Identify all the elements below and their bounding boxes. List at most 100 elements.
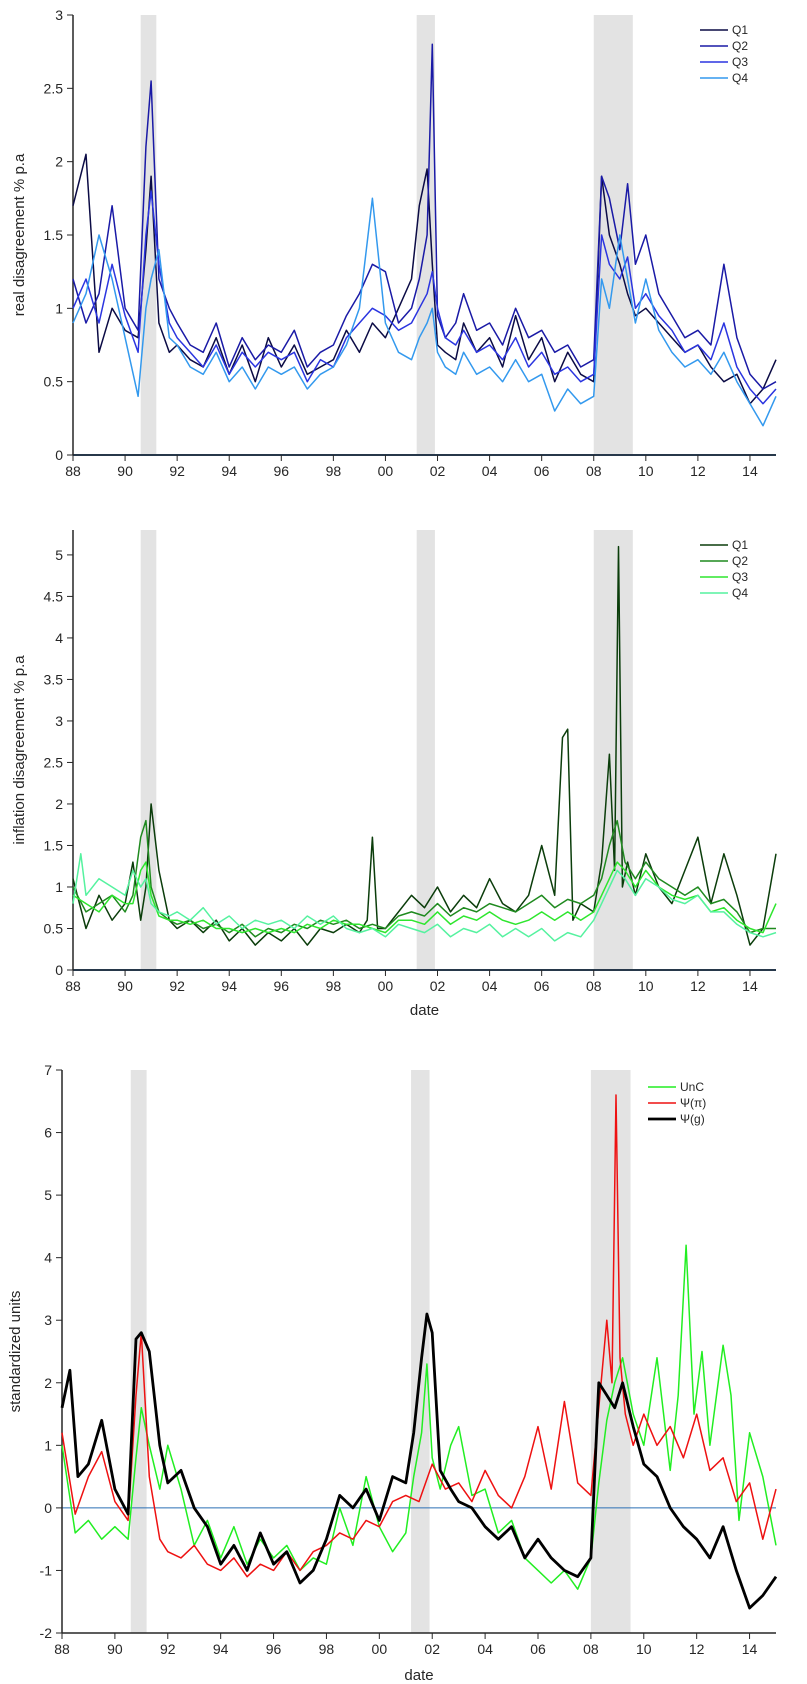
y-tick-label: 3 xyxy=(55,713,63,729)
series-line-4 xyxy=(72,853,777,942)
x-tick-label: 92 xyxy=(169,978,185,994)
recession-band xyxy=(140,530,157,970)
y-axis-label: standardized units xyxy=(7,1291,24,1413)
x-tick-label: 94 xyxy=(213,1641,229,1657)
y-tick-label: 4.5 xyxy=(44,588,64,604)
y-axis-label: inflation disagreement % p.a xyxy=(11,655,28,845)
y-tick-label: -1 xyxy=(40,1562,53,1578)
x-tick-label: 02 xyxy=(430,978,446,994)
x-tick-label: 08 xyxy=(583,1641,599,1657)
legend-label: UnC xyxy=(680,1080,704,1094)
x-tick-label: 96 xyxy=(266,1641,282,1657)
y-tick-label: -2 xyxy=(40,1625,53,1641)
y-tick-label: 3 xyxy=(55,7,63,23)
y-tick-label: 0 xyxy=(44,1500,52,1516)
legend-label: Ψ(g) xyxy=(680,1112,705,1126)
x-tick-label: 12 xyxy=(690,978,706,994)
recession-band xyxy=(411,1070,430,1633)
y-axis-label: real disagreement % p.a xyxy=(11,153,28,316)
recession-band xyxy=(593,530,633,970)
x-tick-label: 04 xyxy=(482,978,498,994)
x-tick-label: 14 xyxy=(742,463,758,479)
y-tick-label: 1.5 xyxy=(44,837,64,853)
x-tick-label: 06 xyxy=(530,1641,546,1657)
recession-band xyxy=(416,15,435,455)
x-tick-label: 00 xyxy=(378,463,394,479)
x-tick-label: 88 xyxy=(65,978,81,994)
y-tick-label: 0.5 xyxy=(44,374,64,390)
chart-panel-2: 0 0.5 1 1.5 2 2.5 3 3.5 4 4.5 5 88 90 92 94 96 98 00 02 04 0… xyxy=(11,530,777,1019)
legend-label: Q3 xyxy=(732,55,748,69)
legend-label: Q4 xyxy=(732,71,748,85)
x-tick-label: 96 xyxy=(274,463,290,479)
y-tick-label: 3 xyxy=(44,1312,52,1328)
y-tick-label: 4 xyxy=(55,630,63,646)
recession-band xyxy=(416,530,435,970)
recession-band xyxy=(130,1070,147,1633)
y-tick-label: 5 xyxy=(44,1187,52,1203)
legend-label: Ψ(π) xyxy=(680,1096,706,1110)
y-tick-label: 0 xyxy=(55,962,63,978)
x-tick-label: 92 xyxy=(160,1641,176,1657)
y-tick-label: 3.5 xyxy=(44,671,64,687)
y-tick-label: 6 xyxy=(44,1125,52,1141)
y-tick-label: 2.5 xyxy=(44,80,64,96)
x-tick-label: 04 xyxy=(477,1641,493,1657)
x-tick-label: 98 xyxy=(326,463,342,479)
x-tick-label: 94 xyxy=(221,978,237,994)
x-tick-label: 04 xyxy=(482,463,498,479)
x-axis-label: date xyxy=(410,1002,439,1019)
legend-label: Q1 xyxy=(732,23,748,37)
x-tick-label: 98 xyxy=(319,1641,335,1657)
x-axis-label: date xyxy=(404,1667,433,1684)
x-tick-label: 00 xyxy=(378,978,394,994)
legend-label: Q3 xyxy=(732,570,748,584)
legend-label: Q2 xyxy=(732,39,748,53)
series-line-1 xyxy=(72,545,777,946)
series-line-4 xyxy=(72,197,777,427)
x-tick-label: 06 xyxy=(534,463,550,479)
legend-label: Q4 xyxy=(732,586,748,600)
x-tick-label: 12 xyxy=(690,463,706,479)
x-tick-label: 10 xyxy=(638,463,654,479)
y-tick-label: 1.5 xyxy=(44,227,64,243)
y-tick-label: 4 xyxy=(44,1250,52,1266)
legend: Q1 Q2 Q3 Q4 xyxy=(700,538,748,600)
x-tick-label: 14 xyxy=(742,978,758,994)
series-line-2 xyxy=(61,1094,777,1578)
x-tick-label: 88 xyxy=(65,463,81,479)
x-tick-label: 94 xyxy=(221,463,237,479)
y-tick-label: 1 xyxy=(44,1437,52,1453)
x-tick-label: 90 xyxy=(107,1641,123,1657)
x-tick-label: 90 xyxy=(117,978,133,994)
y-tick-label: 1 xyxy=(55,879,63,895)
recession-band xyxy=(593,15,633,455)
x-tick-label: 12 xyxy=(689,1641,705,1657)
x-tick-label: 92 xyxy=(169,463,185,479)
series-line-3 xyxy=(72,861,777,934)
y-tick-label: 0 xyxy=(55,447,63,463)
y-tick-label: 2 xyxy=(44,1375,52,1391)
y-tick-label: 2 xyxy=(55,796,63,812)
x-tick-label: 02 xyxy=(430,463,446,479)
x-tick-label: 02 xyxy=(424,1641,440,1657)
y-tick-label: 0.5 xyxy=(44,920,64,936)
x-tick-label: 14 xyxy=(742,1641,758,1657)
x-tick-label: 00 xyxy=(372,1641,388,1657)
x-tick-label: 10 xyxy=(638,978,654,994)
x-tick-label: 08 xyxy=(586,978,602,994)
y-tick-label: 1 xyxy=(55,300,63,316)
x-tick-label: 10 xyxy=(636,1641,652,1657)
legend: UnC Ψ(π) Ψ(g) xyxy=(648,1080,706,1126)
legend: Q1 Q2 Q3 Q4 xyxy=(700,23,748,85)
y-tick-label: 5 xyxy=(55,547,63,563)
series-line-3 xyxy=(72,190,777,405)
x-tick-label: 98 xyxy=(326,978,342,994)
legend-label: Q2 xyxy=(732,554,748,568)
x-tick-label: 88 xyxy=(54,1641,70,1657)
x-tick-label: 06 xyxy=(534,978,550,994)
x-tick-label: 08 xyxy=(586,463,602,479)
chart-panel-1: 0 0.5 1 1.5 2 2.5 3 88 90 92 94 96 98 00 02 04 06 08 10 12 1… xyxy=(11,7,777,479)
